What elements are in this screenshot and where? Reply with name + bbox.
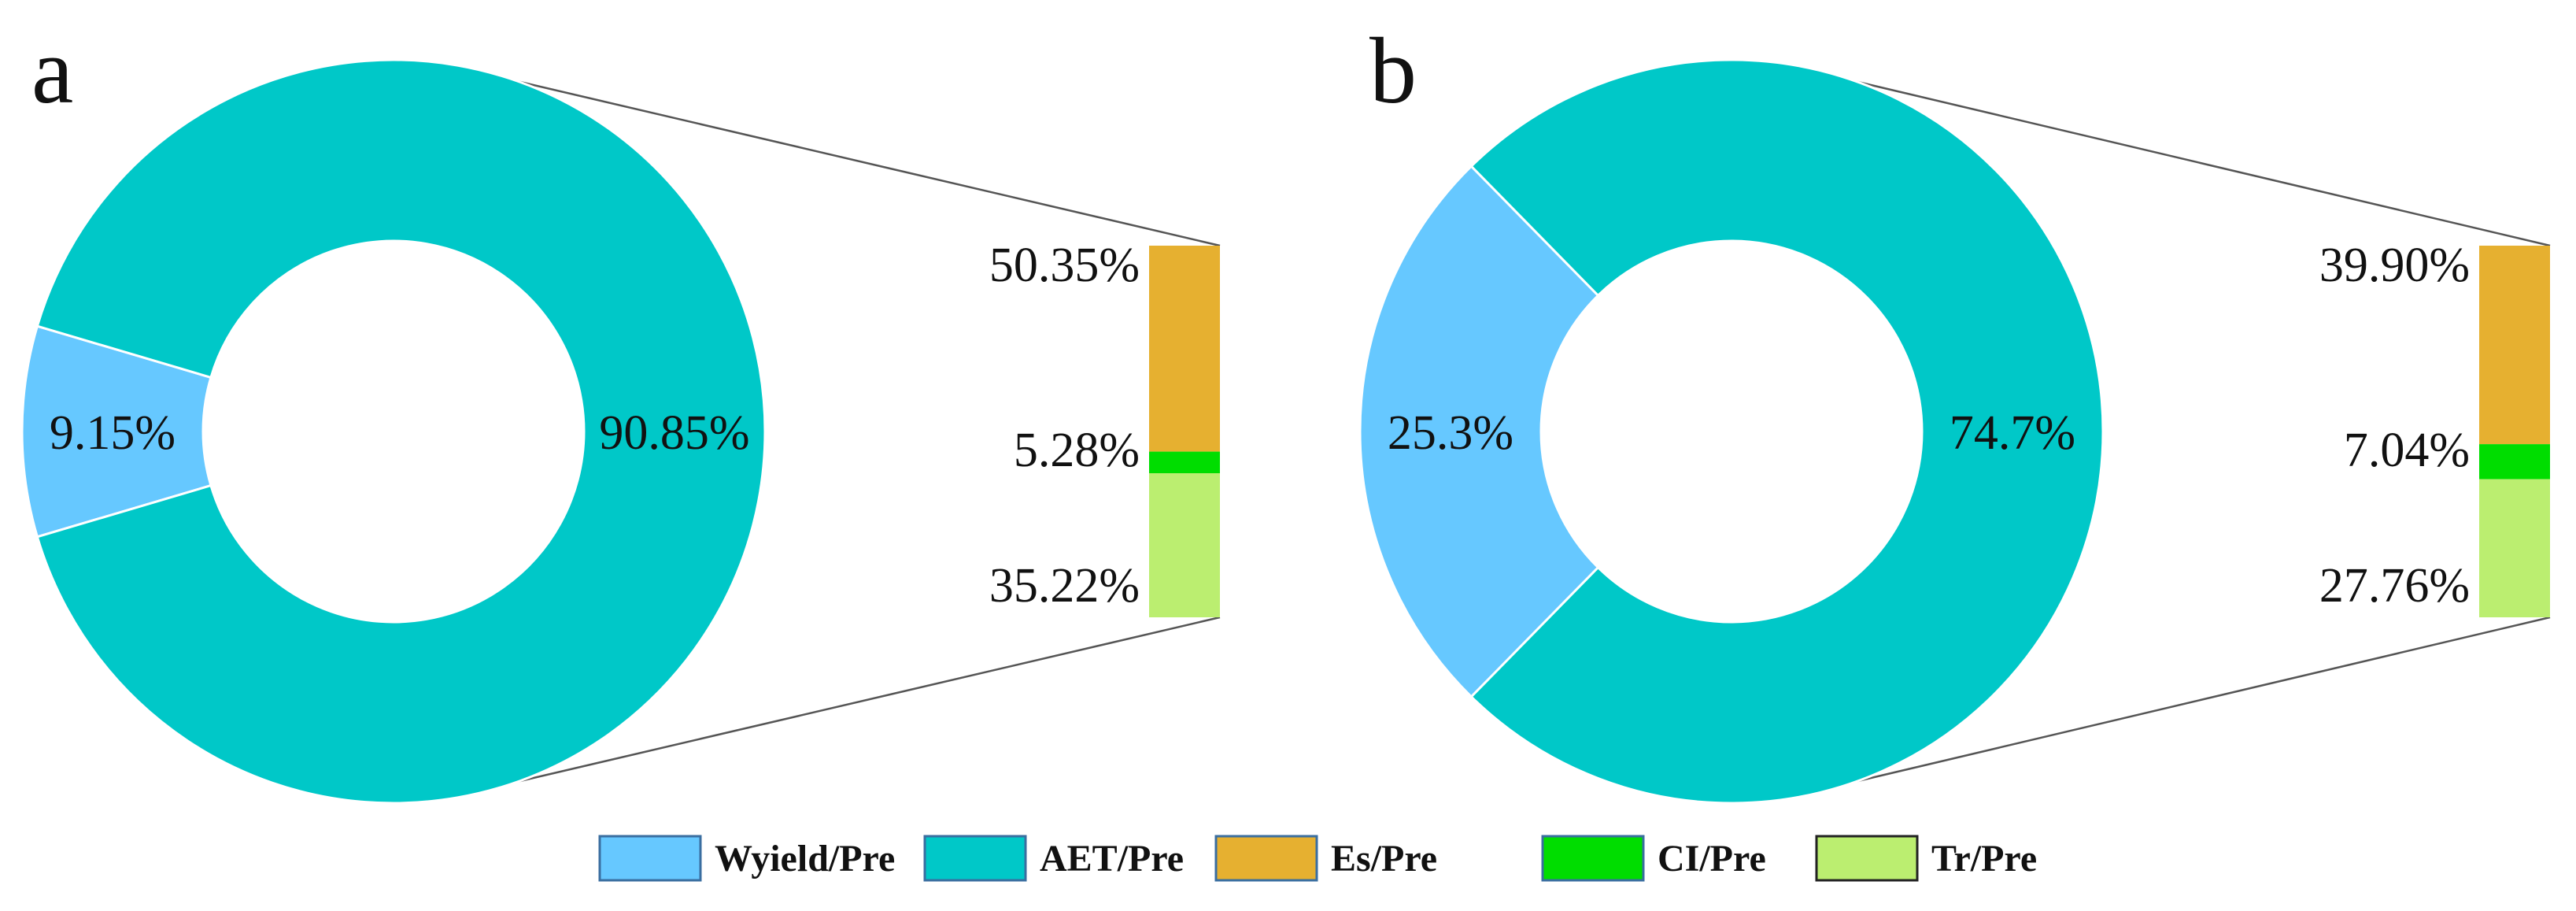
donut-slice-aet-pre — [1469, 58, 2105, 805]
legend-label-tr-pre: Tr/Pre — [1931, 838, 2037, 880]
bar-label-ci-pre: 5.28% — [1014, 424, 1140, 477]
bar-label-tr-pre: 35.22% — [989, 559, 1140, 613]
legend-label-es-pre: Es/Pre — [1331, 838, 1437, 880]
bar-segment-ci-pre — [1149, 451, 1220, 474]
bar-segment-es-pre — [2479, 246, 2550, 445]
legend-swatch-aet-pre — [923, 835, 1027, 882]
bar-label-tr-pre: 27.76% — [2319, 559, 2470, 613]
legend-label-wyield-pre: Wyield/Pre — [715, 838, 895, 880]
legend-label-ci-pre: CI/Pre — [1658, 838, 1766, 880]
connector-line-bottom — [499, 616, 1221, 787]
legend-swatch-es-pre — [1214, 835, 1318, 882]
bar-segment-tr-pre — [2479, 479, 2550, 617]
panel-a: 9.15% 90.85% 50.35% 5.28% 35.22% a — [20, 18, 1221, 805]
donut-slice-aet-pre — [35, 58, 767, 805]
bar-segment-tr-pre — [1149, 473, 1220, 617]
donut-label-wyield-pre: 25.3% — [1388, 406, 1513, 460]
bar-segment-ci-pre — [2479, 444, 2550, 480]
connector-line-top — [1837, 76, 2551, 247]
legend-swatch-wyield-pre — [598, 835, 702, 882]
bar-segment-es-pre — [1149, 246, 1220, 452]
panel-letter: a — [31, 18, 73, 123]
legend-swatch-tr-pre — [1815, 835, 1919, 882]
donut-label-wyield-pre: 9.15% — [50, 406, 176, 460]
bar-label-es-pre: 39.90% — [2319, 239, 2470, 292]
donut-label-aet-pre: 74.7% — [1950, 406, 2075, 460]
legend-label-aet-pre: AET/Pre — [1040, 838, 1184, 880]
donut-label-aet-pre: 90.85% — [599, 406, 749, 460]
legend-swatch-ci-pre — [1541, 835, 1645, 882]
panel-letter: b — [1369, 18, 1417, 123]
bar-label-ci-pre: 7.04% — [2344, 424, 2470, 477]
bar-label-es-pre: 50.35% — [989, 239, 1140, 292]
connector-line-bottom — [1837, 616, 2551, 787]
legend: Wyield/Pre AET/Pre Es/Pre CI/Pre Tr/Pre — [598, 835, 2037, 882]
panel-b: 25.3% 74.7% 39.90% 7.04% 27.76% b — [1358, 18, 2551, 805]
connector-line-top — [499, 76, 1221, 247]
donut-slice-wyield-pre — [1358, 164, 1600, 699]
